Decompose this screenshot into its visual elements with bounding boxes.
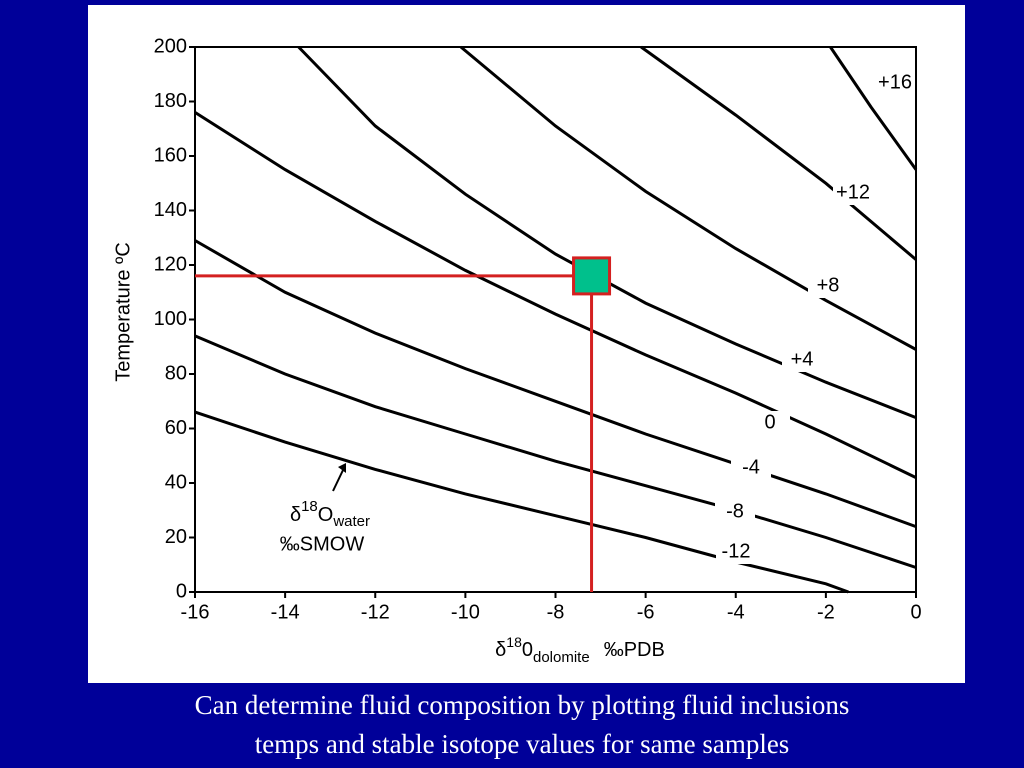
curve-label: 0 (764, 411, 775, 433)
y-tick-label: 180 (154, 90, 187, 112)
curve-label: +16 (878, 71, 912, 93)
curve-label: +12 (836, 181, 870, 203)
isopleth (194, 410, 849, 594)
annotation-unit: ‰SMOW (280, 533, 365, 555)
curve-label-bg (782, 348, 822, 372)
curve-label-bg (875, 71, 915, 95)
y-tick-label: 80 (165, 362, 187, 384)
annotation-arrow (332, 467, 345, 492)
isopleth (459, 45, 917, 351)
caption-line: temps and stable isotope values for same… (255, 729, 790, 759)
curve-label: -12 (722, 540, 751, 562)
annotation-sub: water (332, 513, 370, 530)
curve-label: +8 (817, 274, 840, 296)
y-tick-label: 40 (165, 471, 187, 493)
x-label-delta: δ (495, 639, 506, 661)
y-tick-label: 160 (154, 144, 187, 166)
isopleth (194, 111, 917, 479)
x-tick-label: -8 (547, 601, 565, 623)
curve-label-bg (808, 274, 848, 298)
isopleth (194, 334, 917, 569)
x-tick-label: -2 (817, 601, 835, 623)
curve-label-bg (716, 540, 756, 564)
curve-label: -4 (742, 456, 760, 478)
x-tick-label: -14 (271, 601, 300, 623)
x-label-sub: dolomite (533, 649, 590, 666)
x-tick-label: -12 (361, 601, 390, 623)
x-tick-label: -10 (451, 601, 480, 623)
x-tick-label: -6 (637, 601, 655, 623)
isopleth (640, 45, 917, 261)
y-tick-label: 20 (165, 526, 187, 548)
x-tick-label: 0 (910, 601, 921, 623)
sample-marker (572, 256, 612, 296)
x-axis-label: δ180dolomite ‰PDB (495, 634, 665, 666)
x-label-base: 0 (522, 639, 533, 661)
annotation-delta: δ (290, 504, 301, 526)
y-tick-label: 60 (165, 417, 187, 439)
x-label-unit: ‰PDB (604, 639, 665, 661)
y-tick-label: 100 (154, 308, 187, 330)
annotation-sup: 18 (301, 498, 318, 515)
curve-label-bg (715, 500, 755, 524)
caption-line: Can determine fluid composition by plott… (195, 690, 850, 720)
y-tick-label: 140 (154, 199, 187, 221)
curve-label-bg (833, 181, 873, 205)
x-tick-label: -4 (727, 601, 745, 623)
isopleth (194, 239, 917, 529)
y-axis-label: Temperature ºC (112, 242, 134, 382)
y-tick-label: 0 (176, 580, 187, 602)
x-label-sup: 18 (506, 634, 522, 650)
curve-label: -8 (726, 500, 744, 522)
annotation-line1: δ18Owater (290, 498, 370, 530)
curve-label-bg (750, 411, 790, 435)
curve-label: +4 (791, 348, 814, 370)
chart-panel (88, 5, 965, 683)
y-tick-label: 200 (154, 35, 187, 57)
curve-label-bg (731, 456, 771, 480)
y-tick-label: 120 (154, 253, 187, 275)
annotation-base: O (318, 504, 334, 526)
x-tick-label: -16 (181, 601, 210, 623)
annotation-arrowhead (338, 463, 346, 473)
isopleth (829, 46, 918, 171)
